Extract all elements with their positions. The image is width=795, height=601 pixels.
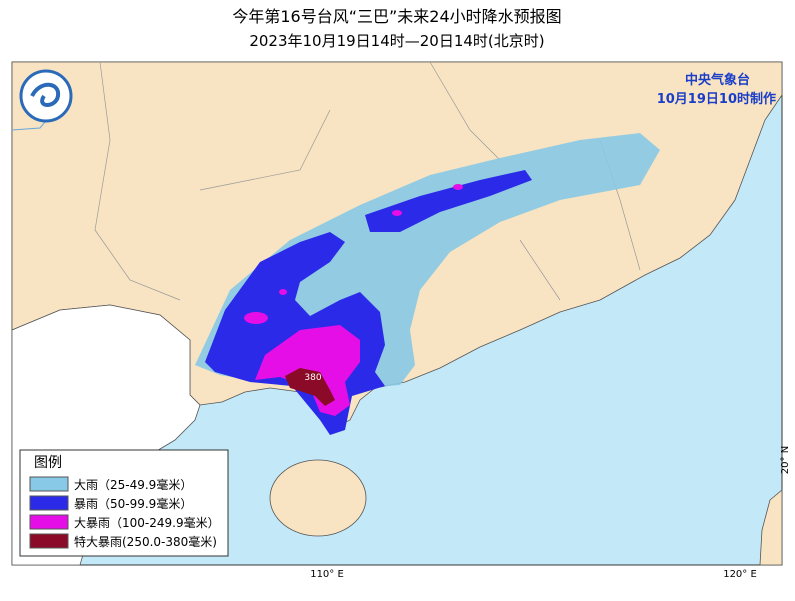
legend-swatch xyxy=(29,533,69,549)
taiwan xyxy=(759,489,783,566)
rain-extreme xyxy=(285,368,335,406)
rain-heavy-storm xyxy=(244,312,268,324)
legend-label: 大暴雨（100-249.9毫米） xyxy=(74,515,220,530)
rain-heavy-storm xyxy=(279,289,287,295)
agency: 中央气象台 xyxy=(685,72,750,88)
rain-heavy-storm xyxy=(453,184,463,190)
lon-label: 110° E xyxy=(310,569,344,580)
max-label: 380 xyxy=(304,373,321,383)
legend: 图例 大雨（25-49.9毫米） 暴雨（50-99.9毫米） 大暴雨（100-249… xyxy=(19,449,229,557)
title: 今年第16号台风“三巴”未来24小时降水预报图 xyxy=(232,7,561,26)
hainan-island xyxy=(269,459,367,537)
lon-label: 120° E xyxy=(723,569,757,580)
province-borders xyxy=(94,61,641,301)
legend-label: 大雨（25-49.9毫米） xyxy=(74,477,192,492)
legend-title: 图例 xyxy=(34,455,62,471)
legend-swatch xyxy=(29,476,69,492)
issue-time: 10月19日10时制作 xyxy=(657,91,776,107)
logo xyxy=(19,69,73,123)
subtitle: 2023年10月19日14时—20日14时(北京时) xyxy=(249,32,544,50)
rain-heavy-storm xyxy=(392,210,402,216)
legend-label: 特大暴雨(250.0-380毫米) xyxy=(74,534,217,549)
legend-label: 暴雨（50-99.9毫米） xyxy=(74,496,192,511)
legend-swatch xyxy=(29,514,69,530)
rain-storm xyxy=(365,170,532,232)
lat-label: 20° N xyxy=(780,446,791,474)
legend-swatch xyxy=(29,495,69,511)
logo-mark xyxy=(30,82,61,107)
